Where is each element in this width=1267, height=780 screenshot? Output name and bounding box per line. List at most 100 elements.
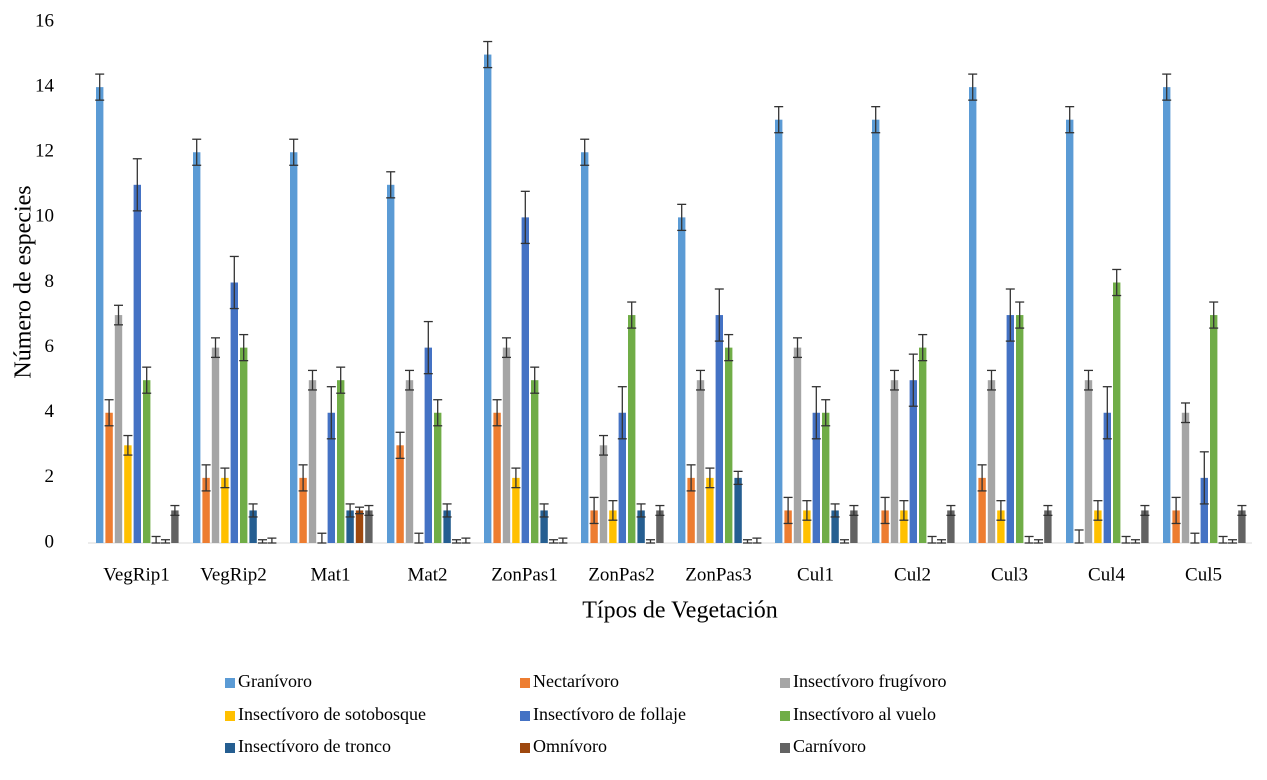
bar [327, 412, 335, 543]
error-bar [1121, 535, 1131, 544]
bar [872, 119, 880, 543]
bar [531, 380, 539, 543]
error-bar [405, 369, 414, 391]
error-bar [977, 464, 987, 492]
error-bar [752, 537, 762, 544]
error-bar [258, 539, 267, 544]
error-bar [161, 539, 170, 544]
bar [405, 380, 414, 543]
error-bar [1131, 539, 1140, 544]
y-tick-label: 2 [45, 466, 55, 487]
y-tick-label: 0 [45, 531, 55, 552]
bar [850, 510, 858, 543]
bar [96, 87, 104, 543]
error-bar [442, 503, 452, 518]
bar [609, 510, 617, 543]
bar [443, 510, 451, 543]
legend-swatch [225, 743, 235, 753]
error-bar [1034, 539, 1043, 544]
bar [909, 380, 917, 543]
bar [512, 477, 520, 543]
legend-label: Insectívoro al vuelo [793, 704, 936, 724]
bar [337, 380, 345, 543]
bar [734, 477, 742, 543]
x-tick-label: Mat1 [310, 564, 350, 585]
legend-label: Carnívoro [793, 736, 866, 756]
x-tick-label: ZonPas2 [588, 564, 655, 585]
error-bar [1102, 386, 1112, 440]
bar [978, 477, 986, 543]
error-bar [239, 333, 249, 362]
error-bar [364, 504, 374, 516]
error-bar [355, 506, 364, 515]
y-tick-label: 12 [35, 141, 54, 162]
bar [1141, 510, 1149, 543]
error-bar [1084, 369, 1093, 391]
error-bar [151, 535, 161, 544]
error-bar [927, 535, 937, 544]
error-bar [104, 399, 114, 427]
bar [969, 87, 977, 543]
error-bar [539, 503, 549, 518]
error-bar [317, 532, 327, 544]
bar [687, 477, 695, 543]
error-bar [345, 503, 355, 518]
legend-swatch [520, 743, 530, 753]
error-bar [1162, 73, 1172, 101]
error-bar [599, 434, 608, 456]
error-bar [996, 500, 1006, 521]
error-bar [461, 537, 471, 544]
bar [784, 510, 792, 543]
legend-label: Omnívoro [533, 736, 607, 756]
error-bar [1140, 504, 1150, 516]
bar [396, 445, 404, 543]
bar [240, 347, 248, 543]
bar [618, 412, 626, 543]
bar [202, 477, 210, 543]
y-tick-label: 16 [35, 10, 54, 31]
error-bar [968, 73, 978, 101]
error-bar [793, 337, 802, 359]
error-bar [298, 464, 308, 492]
bar [831, 510, 839, 543]
legend-swatch [520, 678, 530, 688]
legend-label: Nectarívoro [533, 671, 619, 691]
error-bar [937, 539, 946, 544]
bar [193, 152, 201, 543]
error-bar [677, 203, 687, 232]
bar [211, 347, 220, 543]
bar [656, 510, 664, 543]
y-tick-label: 14 [35, 75, 55, 96]
bar [1006, 315, 1014, 543]
bar [290, 152, 298, 543]
error-bar [1065, 106, 1075, 134]
bar [143, 380, 151, 543]
error-bar [114, 304, 123, 326]
bar [424, 347, 432, 543]
error-bar [395, 431, 405, 459]
error-bar [1024, 535, 1034, 544]
bar [599, 445, 608, 543]
bar [696, 380, 705, 543]
bar [1172, 510, 1180, 543]
bar [637, 510, 645, 543]
bar [1016, 315, 1024, 543]
bar [1181, 412, 1190, 543]
error-bar [433, 399, 443, 427]
error-bar [170, 504, 180, 516]
error-bar [558, 537, 568, 544]
bar [1163, 87, 1171, 543]
error-bar [655, 504, 665, 516]
x-tick-label: Cul5 [1185, 564, 1222, 585]
legend-swatch [225, 678, 235, 688]
error-bar [211, 337, 220, 359]
bar [678, 217, 686, 543]
bar [1238, 510, 1246, 543]
error-bar [733, 470, 743, 486]
error-bar [1015, 301, 1025, 329]
error-bar [987, 369, 996, 391]
error-bar [821, 399, 831, 427]
error-bar [918, 333, 928, 362]
bar [919, 347, 927, 543]
error-bar [95, 73, 105, 101]
